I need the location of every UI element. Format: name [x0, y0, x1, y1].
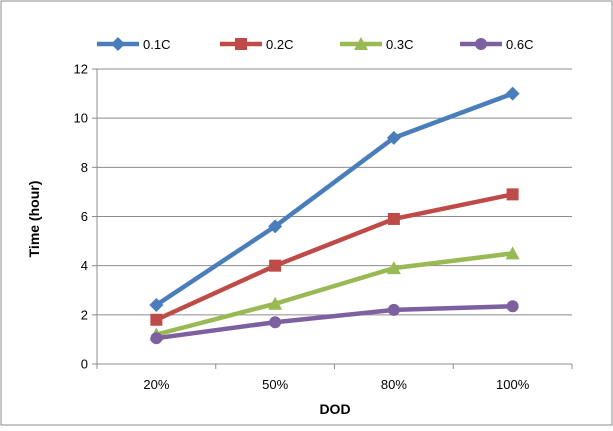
series-line	[154, 91, 515, 308]
series-line	[154, 251, 515, 337]
series-line	[154, 303, 515, 341]
legend-label: 0.3C	[386, 37, 413, 52]
y-tick-label: 4	[81, 258, 88, 273]
data-point	[268, 296, 283, 310]
legend-label: 0.1C	[143, 37, 170, 52]
data-point	[387, 212, 400, 225]
series-lines	[149, 86, 520, 345]
legend-label: 0.6C	[506, 37, 533, 52]
legend-label: 0.2C	[266, 37, 293, 52]
data-point	[505, 246, 520, 260]
data-point	[505, 86, 520, 101]
data-point	[111, 37, 125, 51]
data-point	[354, 37, 368, 50]
y-tick-label: 8	[81, 160, 88, 175]
data-point	[387, 303, 400, 316]
y-tick-label: 2	[81, 307, 88, 322]
data-point	[386, 261, 401, 275]
data-point	[150, 313, 163, 326]
y-axis-title: Time (hour)	[26, 181, 42, 258]
legend: 0.1C 0.2C 0.3C 0.6C	[97, 37, 533, 52]
x-tick-label: 50%	[262, 377, 288, 392]
data-point	[506, 188, 519, 201]
data-point	[269, 259, 282, 272]
axes: 0 2 4 6 8 10 12 20% 50% 80% 100%	[74, 62, 573, 392]
x-axis-title: DOD	[319, 401, 350, 417]
y-tick-label: 10	[74, 111, 88, 126]
data-point	[475, 38, 487, 50]
data-point	[150, 332, 163, 345]
data-point	[149, 298, 164, 312]
series-line	[154, 192, 515, 322]
y-tick-label: 0	[81, 357, 88, 372]
data-point	[269, 316, 282, 329]
data-point	[386, 130, 401, 145]
data-point	[235, 38, 247, 50]
y-tick-label: 12	[74, 62, 88, 77]
data-point	[268, 219, 283, 234]
data-point	[506, 300, 519, 313]
gridlines	[97, 68, 572, 316]
x-tick-label: 20%	[143, 377, 169, 392]
x-tick-label: 100%	[496, 377, 530, 392]
x-tick-label: 80%	[381, 377, 407, 392]
y-tick-label: 6	[81, 209, 88, 224]
